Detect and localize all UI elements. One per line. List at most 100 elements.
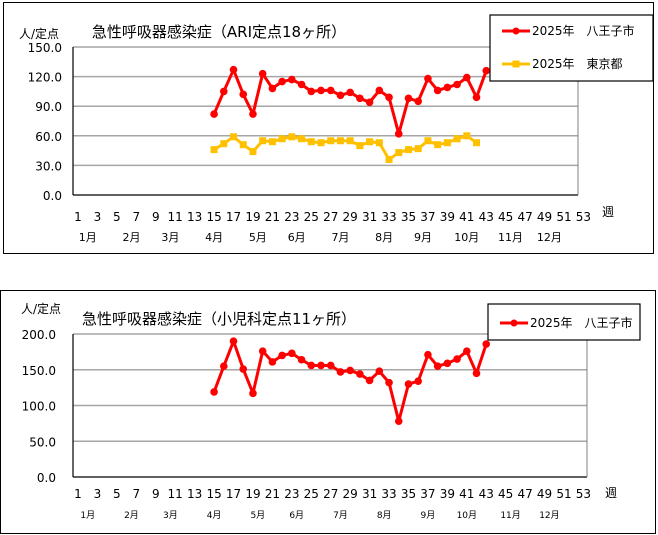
data-point: [317, 361, 325, 370]
x-tick-label: 45: [498, 210, 513, 224]
x-tick-label: 35: [401, 487, 416, 501]
data-point: [365, 98, 374, 107]
y-tick-label: 30.0: [35, 159, 62, 173]
data-point: [288, 133, 296, 141]
x-tick-label: 45: [498, 487, 513, 501]
data-point: [366, 138, 374, 146]
x-tick-label: 39: [440, 210, 455, 224]
chart-panel-pediatric: 人/定点 急性呼吸器感染症（小児科定点11ヶ所） 0.0 50.0 100.0 150.0…: [0, 290, 656, 534]
data-point: [220, 87, 228, 96]
x-tick-label: 23: [284, 210, 299, 224]
data-point: [463, 347, 471, 355]
data-point: [443, 139, 451, 147]
data-point: [278, 135, 286, 143]
data-point: [356, 142, 364, 150]
data-point: [394, 417, 403, 426]
month-label: 3月: [161, 231, 179, 244]
month-label: 2月: [124, 510, 139, 521]
data-point: [404, 380, 413, 388]
data-point: [326, 361, 335, 370]
y-axis-unit-label: 人/定点: [21, 301, 61, 316]
month-label: 6月: [289, 510, 304, 521]
x-tick-label: 39: [440, 487, 455, 501]
x-tick-label: 47: [517, 210, 532, 224]
month-label: 12月: [537, 231, 562, 244]
month-label: 10月: [457, 510, 477, 521]
data-point: [220, 140, 228, 148]
x-tick-label: 31: [362, 210, 377, 224]
data-point: [414, 377, 423, 385]
data-point: [375, 139, 383, 147]
data-point: [307, 138, 315, 146]
data-point: [424, 137, 432, 145]
x-tick-label: 33: [381, 487, 396, 501]
y-tick-label: 0.0: [43, 189, 62, 203]
x-tick-label: 17: [226, 210, 241, 224]
month-label: 4月: [207, 510, 222, 521]
chart-ari-plot: 人/定点 急性呼吸器感染症（ARI定点18ヶ所）0.030.060.090.012…: [19, 14, 654, 244]
x-tick-label: 27: [323, 487, 338, 501]
x-tick-label: 53: [576, 487, 591, 501]
month-label: 1月: [79, 231, 97, 244]
data-point: [433, 362, 442, 370]
month-label: 9月: [414, 231, 432, 244]
x-tick-label: 1: [74, 210, 82, 224]
data-point: [463, 73, 471, 82]
data-point: [404, 94, 413, 103]
data-point: [288, 75, 296, 84]
data-point: [375, 367, 384, 375]
x-tick-label: 9: [152, 487, 160, 501]
month-label: 10月: [454, 231, 479, 244]
data-point: [336, 137, 344, 145]
data-point: [424, 350, 432, 359]
x-tick-label: 17: [226, 487, 241, 501]
data-point: [356, 94, 364, 103]
chart-panel-ari: 人/定点 急性呼吸器感染症（ARI定点18ヶ所） 0.0 30.0 60.0 90.0 12…: [3, 2, 654, 254]
x-tick-label: 41: [459, 210, 474, 224]
data-point: [259, 137, 267, 145]
data-point: [249, 110, 257, 118]
data-point: [453, 135, 461, 143]
x-tick-label: 43: [479, 487, 494, 501]
x-tick-label: 51: [556, 210, 571, 224]
data-point: [210, 388, 218, 396]
data-point: [297, 355, 306, 364]
legend-marker-icon: [512, 60, 520, 68]
x-tick-label: 23: [284, 487, 299, 501]
data-point: [385, 93, 393, 102]
data-point: [482, 66, 491, 75]
x-tick-label: 15: [206, 487, 221, 501]
legend-label: 2025年 八王子市: [530, 315, 633, 330]
month-label: 2月: [122, 231, 140, 244]
x-tick-label: 47: [517, 487, 532, 501]
x-tick-label: 11: [168, 210, 183, 224]
data-point: [327, 137, 335, 145]
data-point: [326, 86, 335, 95]
data-point: [433, 86, 442, 95]
data-point: [317, 139, 325, 147]
x-tick-label: 19: [245, 487, 260, 501]
data-point: [317, 86, 325, 95]
x-tick-label: 49: [537, 210, 552, 224]
data-point: [268, 138, 276, 146]
data-point: [473, 139, 481, 147]
x-tick-label: 25: [304, 210, 319, 224]
x-tick-label: 3: [94, 487, 102, 501]
month-label: 6月: [288, 231, 306, 244]
y-tick-label: 50.0: [29, 435, 56, 449]
y-tick-label: 150.0: [22, 364, 56, 378]
data-point: [239, 90, 248, 99]
data-point: [346, 88, 354, 97]
y-tick-label: 120.0: [28, 71, 62, 85]
data-point: [288, 349, 296, 358]
legend-box: [489, 14, 654, 82]
legend-marker-icon: [510, 319, 518, 327]
data-point: [385, 155, 393, 163]
x-tick-label: 13: [187, 487, 202, 501]
x-tick-label: 53: [576, 210, 591, 224]
x-tick-label: 5: [113, 487, 121, 501]
x-tick-label: 1: [74, 487, 82, 501]
data-point: [249, 389, 257, 398]
series-line: [212, 339, 488, 423]
